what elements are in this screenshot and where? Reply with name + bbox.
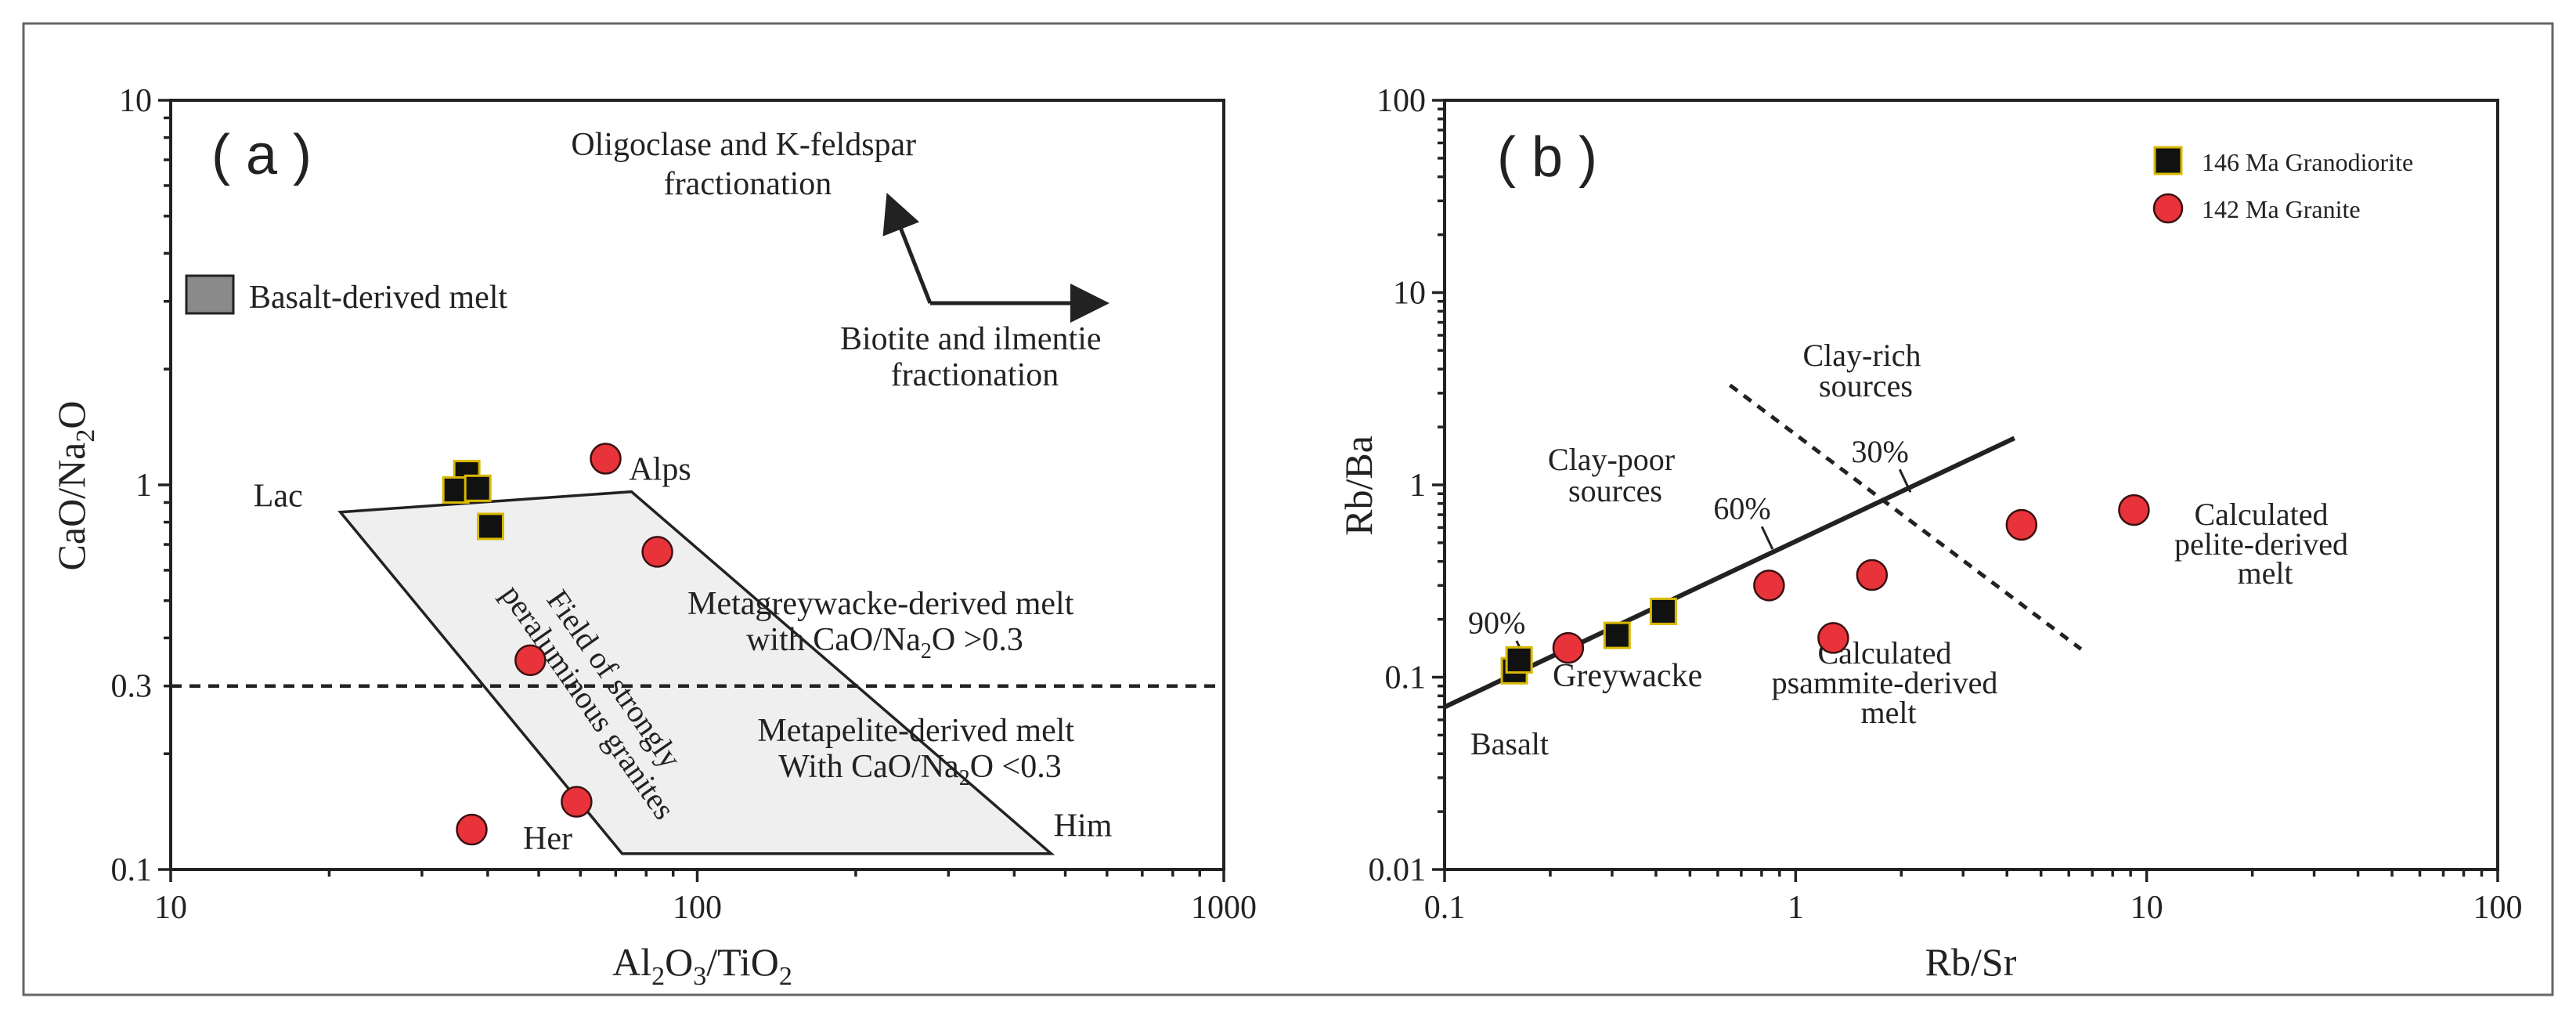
field-polygon (337, 490, 1055, 855)
legend-label-granodiorite: 146 Ma Granodiorite (2202, 148, 2413, 176)
mixing-percent-ticks: 90% 60% 30% (1468, 434, 1912, 664)
label-greywacke: Greywacke (1553, 658, 1702, 694)
mixing-tick (1760, 526, 1774, 550)
label-clay-rich: Clay-rich sources (1802, 338, 1928, 403)
x-axis-title-a: Al2O3/TiO2 (612, 940, 792, 991)
label-basalt: Basalt (1470, 726, 1549, 761)
granite-point (1552, 631, 1585, 664)
x-tick-label: 1000 (1191, 890, 1257, 926)
panel-label-b: ( b ) (1497, 126, 1597, 189)
region-label-metagreywacke: Metagreywacke-derived melt with CaO/Na2O… (687, 586, 1082, 663)
label-pelite-melt: Calculated pelite-derived melt (2174, 497, 2356, 591)
clay-divider-line (1728, 383, 2083, 651)
y-tick-label: 10 (1393, 276, 1426, 312)
panel-a: 10 100 1000 0.1 0.3 1 10 ( a ) Al2O3/TiO2 CaO/… (49, 83, 1257, 991)
x-tick-label: 10 (154, 890, 187, 926)
x-axis-title-b: Rb/Sr (1925, 940, 2017, 984)
granodiorite-point (1603, 621, 1631, 649)
strongly-peraluminous-field (337, 490, 1055, 855)
axis-ticks-b (1432, 99, 2499, 882)
label-psammite-melt: Calculated psammite-derived melt (1772, 635, 2006, 730)
y-tick-label: 1 (135, 468, 152, 504)
granite-point (590, 443, 622, 475)
y-tick-label: 10 (119, 83, 152, 119)
data-points-b (1500, 494, 2150, 685)
mixing-line (1443, 436, 2016, 710)
granodiorite-point (477, 512, 505, 541)
outer-frame (22, 22, 2554, 996)
granite-point (514, 644, 547, 677)
granite-point (641, 536, 673, 568)
arrow-oligoclase (882, 193, 933, 304)
legend-label-granite: 142 Ma Granite (2202, 195, 2361, 223)
x-tick-label: 0.1 (1424, 890, 1466, 926)
legend-marker-granite (2152, 193, 2184, 224)
mixing-tick-label: 30% (1851, 434, 1908, 469)
vertex-label: Lac (254, 478, 303, 514)
legend-swatch-basalt (185, 274, 235, 315)
x-tick-label: 100 (2473, 890, 2523, 926)
mixing-tick (1898, 468, 1912, 493)
granite-point (2005, 508, 2038, 541)
granite-point (1753, 569, 1785, 602)
tick-labels-a: 10 100 1000 0.1 0.3 1 10 (111, 83, 1257, 926)
y-tick-label: 100 (1376, 83, 1426, 119)
legend-marker-granodiorite (2153, 146, 2183, 175)
x-tick-label: 100 (673, 890, 722, 926)
y-tick-label: 0.1 (1385, 660, 1427, 696)
granite-point (2118, 494, 2150, 526)
y-tick-label: 0.1 (111, 852, 153, 888)
vertex-label: Alps (629, 452, 691, 488)
granodiorite-point (464, 474, 492, 502)
y-tick-label: 0.01 (1369, 852, 1427, 888)
granodiorite-point (1649, 597, 1677, 625)
mixing-tick-label: 60% (1713, 491, 1770, 526)
y-axis-title-a: CaO/Na2O (49, 401, 100, 571)
granite-point (456, 813, 488, 846)
y-tick-label: 0.3 (111, 669, 153, 705)
axis-ticks-a (158, 99, 1225, 882)
data-points-a (442, 443, 673, 846)
panel-label-a: ( a ) (211, 124, 312, 186)
y-axis-title-b: Rb/Ba (1337, 436, 1380, 536)
legend-label-basalt: Basalt-derived melt (249, 280, 507, 316)
granite-point (561, 786, 593, 818)
x-tick-label: 10 (2130, 890, 2163, 926)
vertex-label: Him (1054, 808, 1113, 844)
granodiorite-point (1505, 645, 1533, 674)
annotation-biotite: Biotite and ilmentie fractionation (840, 321, 1109, 393)
label-clay-poor: Clay-poor sources (1548, 442, 1683, 508)
mixing-tick-label: 90% (1468, 606, 1525, 641)
annotation-oligoclase: Oligoclase and K-feldspar fractionation (571, 127, 924, 202)
x-tick-label: 1 (1788, 890, 1804, 926)
region-label-metapelite: Metapelite-derived melt With CaO/Na2O <0… (757, 713, 1082, 790)
y-tick-label: 1 (1409, 468, 1426, 504)
vertex-labels-a: Lac Alps Him Her (254, 452, 1113, 857)
granite-point (1817, 622, 1849, 654)
granite-point (1856, 559, 1889, 591)
vertex-label: Her (523, 821, 572, 857)
